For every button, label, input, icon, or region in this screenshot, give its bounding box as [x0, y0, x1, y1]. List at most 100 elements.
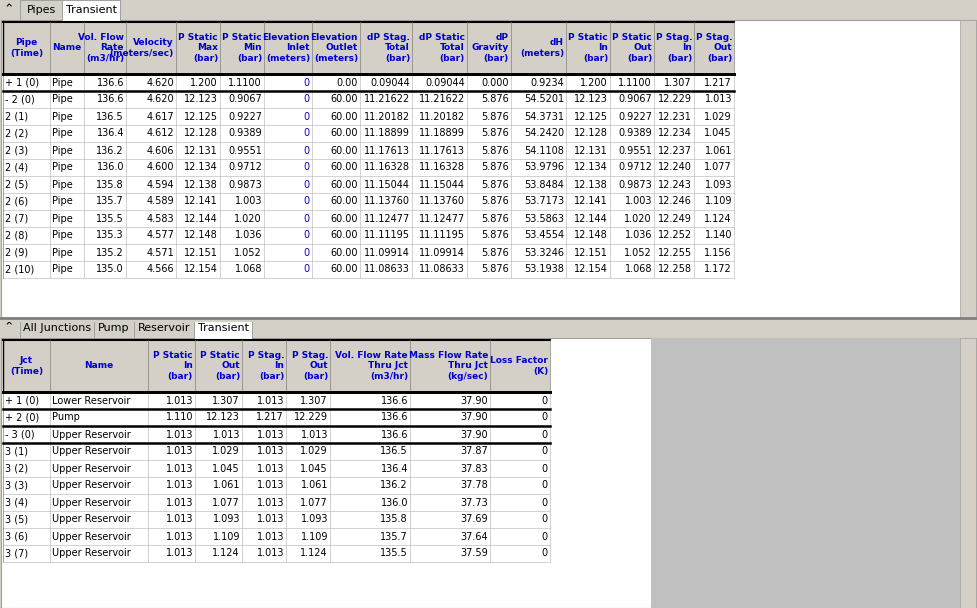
- Text: 11.13760: 11.13760: [419, 196, 465, 207]
- Text: Pump: Pump: [99, 323, 130, 333]
- Text: 53.4554: 53.4554: [524, 230, 564, 241]
- Text: 4.571: 4.571: [147, 247, 174, 258]
- Text: P Static
In
(bar): P Static In (bar): [153, 351, 193, 381]
- Text: 136.0: 136.0: [380, 497, 408, 508]
- Text: P Stag.
In
(bar): P Stag. In (bar): [656, 33, 692, 63]
- Text: 11.15044: 11.15044: [364, 179, 410, 190]
- Text: dP Static
Total
(bar): dP Static Total (bar): [419, 33, 465, 63]
- Text: 53.5863: 53.5863: [524, 213, 564, 224]
- Text: + 2 (0): + 2 (0): [5, 412, 39, 423]
- Text: 4.594: 4.594: [147, 179, 174, 190]
- Text: 1.003: 1.003: [624, 196, 652, 207]
- Text: 53.3246: 53.3246: [524, 247, 564, 258]
- Text: 4.600: 4.600: [147, 162, 174, 173]
- Text: 53.7173: 53.7173: [524, 196, 564, 207]
- Text: 136.4: 136.4: [380, 463, 408, 474]
- Text: 2 (4): 2 (4): [5, 162, 28, 173]
- Text: 12.240: 12.240: [658, 162, 692, 173]
- Text: ⌃: ⌃: [4, 322, 15, 334]
- Text: 5.876: 5.876: [482, 162, 509, 173]
- Text: Pipe: Pipe: [52, 247, 72, 258]
- Text: 4.620: 4.620: [147, 77, 174, 88]
- Text: 3 (2): 3 (2): [5, 463, 28, 474]
- Text: 1.093: 1.093: [213, 514, 240, 525]
- Text: 1.013: 1.013: [257, 463, 284, 474]
- Text: 1.013: 1.013: [257, 548, 284, 559]
- Text: 136.6: 136.6: [380, 395, 408, 406]
- Text: 135.7: 135.7: [380, 531, 408, 542]
- Text: Pipe: Pipe: [52, 196, 72, 207]
- Text: 1.013: 1.013: [257, 497, 284, 508]
- Bar: [3, 409, 550, 426]
- Text: 12.151: 12.151: [574, 247, 608, 258]
- Text: 1.052: 1.052: [234, 247, 262, 258]
- Text: 135.7: 135.7: [97, 196, 124, 207]
- Text: 60.00: 60.00: [330, 179, 358, 190]
- Text: 1.109: 1.109: [213, 531, 240, 542]
- Text: 0.9712: 0.9712: [618, 162, 652, 173]
- Text: 0: 0: [304, 128, 310, 139]
- Text: Pipe: Pipe: [52, 230, 72, 241]
- Text: 11.16328: 11.16328: [419, 162, 465, 173]
- Text: Pipes: Pipes: [26, 5, 56, 15]
- Text: Elevation
Inlet
(meters): Elevation Inlet (meters): [263, 33, 310, 63]
- Text: 11.12477: 11.12477: [363, 213, 410, 224]
- Text: 12.148: 12.148: [185, 230, 218, 241]
- Text: 136.0: 136.0: [97, 162, 124, 173]
- Text: 60.00: 60.00: [330, 230, 358, 241]
- Text: Upper Reservoir: Upper Reservoir: [52, 497, 131, 508]
- Text: 0: 0: [304, 111, 310, 122]
- Text: 135.8: 135.8: [97, 179, 124, 190]
- Text: Upper Reservoir: Upper Reservoir: [52, 548, 131, 559]
- Text: 135.2: 135.2: [97, 247, 124, 258]
- Bar: [3, 494, 550, 511]
- Text: 135.0: 135.0: [97, 264, 124, 274]
- Text: Pipe: Pipe: [52, 94, 72, 105]
- Text: 12.229: 12.229: [658, 94, 692, 105]
- Text: 1.020: 1.020: [234, 213, 262, 224]
- Text: 1.093: 1.093: [704, 179, 732, 190]
- Text: 4.589: 4.589: [147, 196, 174, 207]
- Text: 4.566: 4.566: [147, 264, 174, 274]
- Text: Reservoir: Reservoir: [138, 323, 191, 333]
- Text: 11.08633: 11.08633: [364, 264, 410, 274]
- Text: 0.09044: 0.09044: [425, 77, 465, 88]
- Text: 1.200: 1.200: [191, 77, 218, 88]
- Text: 12.258: 12.258: [658, 264, 692, 274]
- Text: 3 (7): 3 (7): [5, 548, 28, 559]
- Text: 3 (3): 3 (3): [5, 480, 28, 491]
- Text: 0: 0: [304, 179, 310, 190]
- Text: 2 (10): 2 (10): [5, 264, 34, 274]
- Text: 37.64: 37.64: [460, 531, 488, 542]
- Text: 4.606: 4.606: [147, 145, 174, 156]
- Text: P Stag.
In
(bar): P Stag. In (bar): [247, 351, 284, 381]
- Text: 2 (7): 2 (7): [5, 213, 28, 224]
- Text: 0: 0: [304, 264, 310, 274]
- Text: 12.148: 12.148: [574, 230, 608, 241]
- Text: 1.013: 1.013: [165, 429, 193, 440]
- Text: 12.134: 12.134: [574, 162, 608, 173]
- Text: P Stag.
Out
(bar): P Stag. Out (bar): [696, 33, 732, 63]
- Text: 0: 0: [542, 463, 548, 474]
- Bar: [3, 340, 550, 392]
- Text: Transient: Transient: [65, 5, 116, 15]
- Text: P Static
In
(bar): P Static In (bar): [569, 33, 608, 63]
- Text: 60.00: 60.00: [330, 213, 358, 224]
- Text: 12.138: 12.138: [185, 179, 218, 190]
- Text: 1.093: 1.093: [301, 514, 328, 525]
- Text: 0: 0: [304, 230, 310, 241]
- Text: 60.00: 60.00: [330, 145, 358, 156]
- Text: 5.876: 5.876: [482, 230, 509, 241]
- Text: P Static
Out
(bar): P Static Out (bar): [613, 33, 652, 63]
- Text: 1.013: 1.013: [165, 548, 193, 559]
- Text: Mass Flow Rate
Thru Jct
(kg/sec): Mass Flow Rate Thru Jct (kg/sec): [408, 351, 488, 381]
- Text: 0.9234: 0.9234: [531, 77, 564, 88]
- Text: 0: 0: [542, 446, 548, 457]
- Text: 11.09914: 11.09914: [419, 247, 465, 258]
- Text: 1.077: 1.077: [212, 497, 240, 508]
- Text: 0: 0: [542, 412, 548, 423]
- Text: 0.9873: 0.9873: [229, 179, 262, 190]
- Text: 12.229: 12.229: [294, 412, 328, 423]
- Text: 12.128: 12.128: [184, 128, 218, 139]
- Text: 1.124: 1.124: [704, 213, 732, 224]
